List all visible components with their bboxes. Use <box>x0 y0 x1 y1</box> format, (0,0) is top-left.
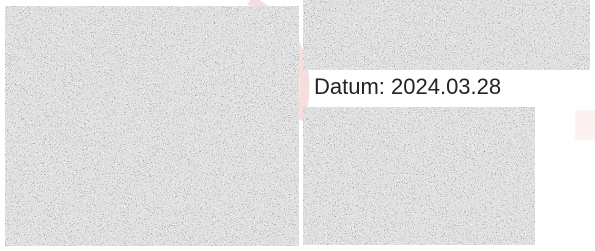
redaction-layer <box>0 0 595 251</box>
date-label: Datum: 2024.03.28 <box>314 74 501 100</box>
redacted-block <box>303 0 590 70</box>
redacted-block <box>303 107 535 245</box>
redacted-block <box>5 6 299 246</box>
watermark-mark <box>575 110 595 140</box>
scanned-document: Datum: 2024.03.28 <box>0 0 595 251</box>
